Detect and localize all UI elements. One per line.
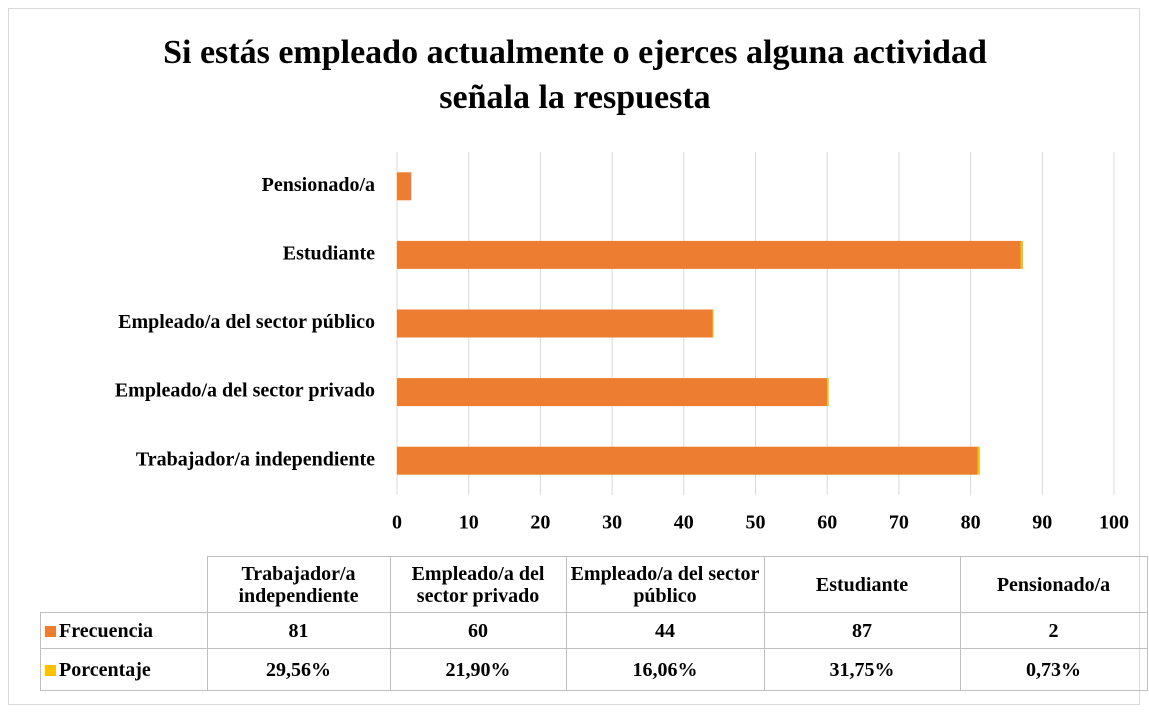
legend-swatch	[45, 664, 56, 676]
table-row: Porcentaje 29,56% 21,90% 16,06% 31,75% 0,73%	[40, 648, 1148, 691]
x-tick-label: 60	[817, 512, 837, 534]
x-tick-label: 10	[459, 512, 479, 534]
bar	[397, 446, 978, 475]
data-table: Trabajador/a independiente Empleado/a del…	[40, 556, 1148, 691]
bar	[712, 309, 714, 338]
y-tick-label: Empleado/a del sector público	[118, 311, 375, 333]
legend-swatch	[45, 625, 56, 637]
table-value: 29,56%	[206, 648, 391, 691]
y-tick-label: Trabajador/a independiente	[136, 448, 375, 470]
table-value: 44	[565, 612, 765, 649]
bar	[1020, 240, 1024, 269]
table-value: 0,73%	[959, 648, 1148, 691]
table-value: 21,90%	[389, 648, 567, 691]
table-header-row: Trabajador/a independiente Empleado/a del…	[40, 556, 1148, 613]
x-tick-label: 100	[1099, 512, 1129, 534]
x-tick-label: 30	[602, 512, 622, 534]
bar	[397, 378, 828, 407]
x-tick-label: 50	[746, 512, 766, 534]
legend-label: Porcentaje	[59, 658, 151, 681]
legend-entry: Porcentaje	[40, 648, 208, 691]
table-header: Pensionado/a	[959, 556, 1148, 613]
y-tick-label: Estudiante	[283, 242, 375, 264]
table-value: 60	[389, 612, 567, 649]
table-header: Empleado/a del sector público	[565, 556, 765, 613]
table-value: 16,06%	[565, 648, 765, 691]
bar	[827, 378, 829, 407]
chart-border	[8, 8, 1140, 705]
table-corner	[40, 556, 208, 613]
table-header: Trabajador/a independiente	[206, 556, 391, 613]
table-value: 31,75%	[763, 648, 961, 691]
legend-entry: Frecuencia	[40, 612, 208, 649]
table-value: 2	[959, 612, 1148, 649]
x-tick-label: 90	[1032, 512, 1052, 534]
bar	[977, 446, 980, 475]
bar	[397, 240, 1021, 269]
chart-title: Si estás empleado actualmente o ejerces …	[163, 34, 987, 116]
table-header: Estudiante	[763, 556, 961, 613]
x-tick-label: 0	[392, 512, 402, 534]
x-tick-label: 70	[889, 512, 909, 534]
legend-label: Frecuencia	[59, 619, 154, 642]
x-tick-label: 20	[530, 512, 550, 534]
table-header: Empleado/a del sector privado	[389, 556, 567, 613]
y-tick-label: Pensionado/a	[262, 174, 375, 196]
bar	[397, 172, 412, 201]
table-value: 81	[206, 612, 391, 649]
table-row: Frecuencia 81 60 44 87 2	[40, 612, 1148, 649]
table-value: 87	[763, 612, 961, 649]
y-tick-label: Empleado/a del sector privado	[115, 380, 375, 402]
x-tick-label: 80	[961, 512, 981, 534]
x-tick-label: 40	[674, 512, 694, 534]
bar	[397, 309, 713, 338]
